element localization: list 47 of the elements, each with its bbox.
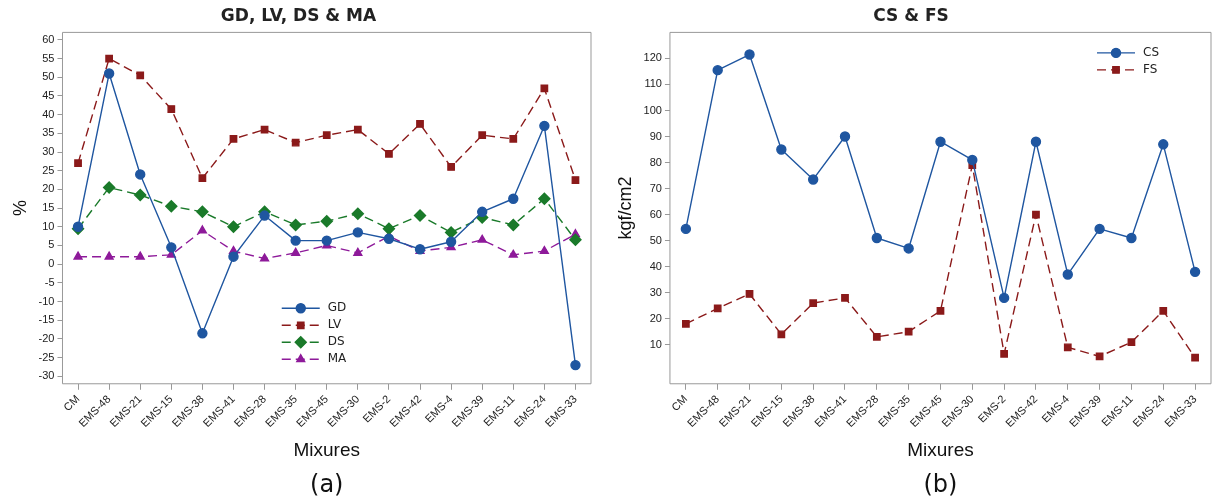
y-tick-label: -20 (38, 331, 55, 344)
legend-label: FS (1143, 62, 1158, 77)
y-tick-label: 10 (42, 219, 55, 232)
y-tick-label: 40 (42, 107, 55, 120)
chart-title: CS & FS (873, 4, 949, 25)
y-tick-label: 20 (42, 182, 55, 195)
chart-title: GD, LV, DS & MA (220, 4, 378, 25)
y-tick-label: 100 (643, 103, 662, 116)
y-tick-label: 120 (643, 51, 662, 64)
legend-label: DS (327, 334, 345, 349)
y-tick-label: 10 (649, 337, 662, 350)
y-tick-label: -5 (44, 275, 55, 288)
y-tick-label: 40 (649, 259, 662, 272)
y-tick-label: -30 (38, 369, 55, 382)
text: (a) (310, 470, 344, 499)
x-tick-label: CM (61, 392, 82, 414)
x-axis-title: Mixures (907, 438, 974, 460)
y-tick-label: -10 (38, 294, 55, 307)
text: (b) (923, 470, 958, 499)
y-tick-label: 50 (649, 233, 662, 246)
y-tick-label: 70 (649, 181, 662, 194)
x-axis-title: Mixures (293, 438, 361, 460)
y-tick-label: 110 (644, 77, 662, 90)
y-tick-label: 55 (42, 51, 55, 64)
y-tick-label: 45 (42, 88, 55, 101)
y-axis-title: kgf/cm2 (614, 176, 635, 240)
y-tick-label: 60 (42, 32, 55, 45)
y-tick-label: 20 (649, 311, 662, 324)
y-tick-label: 80 (649, 155, 662, 168)
x-tick-label: CM (668, 392, 690, 414)
y-tick-label: 0 (48, 257, 55, 270)
y-tick-label: 30 (649, 285, 662, 298)
y-tick-label: 30 (42, 145, 55, 158)
y-axis-title: % (9, 200, 30, 217)
y-tick-label: 15 (42, 201, 55, 214)
y-tick-label: 50 (42, 70, 55, 83)
legend-label: MA (327, 351, 348, 366)
y-tick-label: -25 (38, 350, 55, 363)
legend-label: GD (327, 300, 347, 315)
y-tick-label: -15 (38, 313, 55, 326)
legend-label: CS (1143, 45, 1159, 60)
y-tick-label: 25 (42, 163, 55, 176)
y-tick-label: 35 (42, 126, 55, 139)
y-tick-label: 90 (649, 129, 662, 142)
y-tick-label: 60 (649, 207, 662, 220)
legend-label: LV (327, 317, 343, 332)
y-tick-label: 5 (48, 238, 55, 251)
